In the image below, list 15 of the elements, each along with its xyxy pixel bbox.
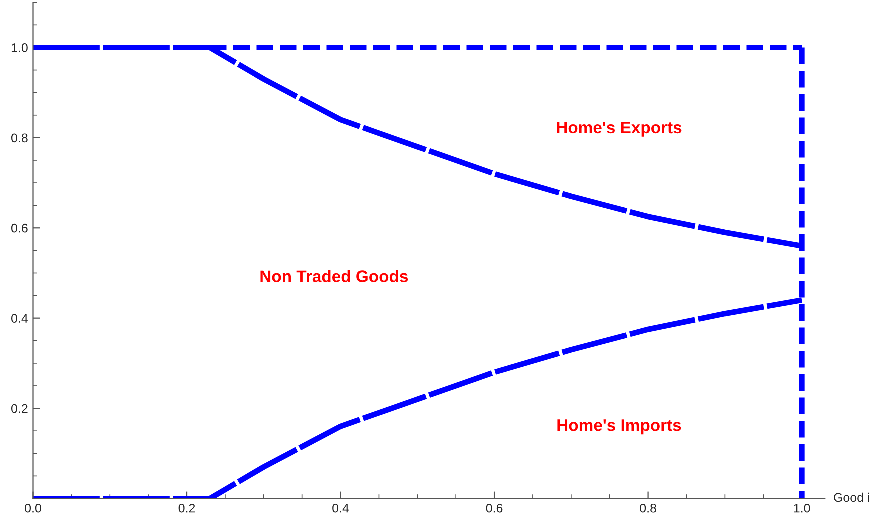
y-tick-label: 0.6 — [12, 224, 28, 233]
x-tick-label: 0.0 — [25, 504, 42, 513]
y-tick-label: 0.2 — [12, 404, 28, 414]
annotation: Home's Exports — [557, 122, 682, 137]
y-tick-label: 0.4 — [12, 314, 28, 323]
annotation: Home's Imports — [558, 420, 682, 435]
x-tick-label: 0.4 — [332, 504, 350, 513]
x-tick-label: 0.6 — [486, 504, 503, 513]
y-tick-label: 0.8 — [12, 134, 28, 143]
annotation: Non Traded Goods — [260, 270, 408, 282]
x-axis-title: Good i — [834, 492, 870, 502]
x-tick-label: 0.2 — [178, 504, 196, 513]
y-tick-label: 1.0 — [12, 44, 28, 52]
x-tick-label: 0.8 — [640, 504, 656, 513]
x-tick-label: 1.0 — [794, 504, 810, 513]
